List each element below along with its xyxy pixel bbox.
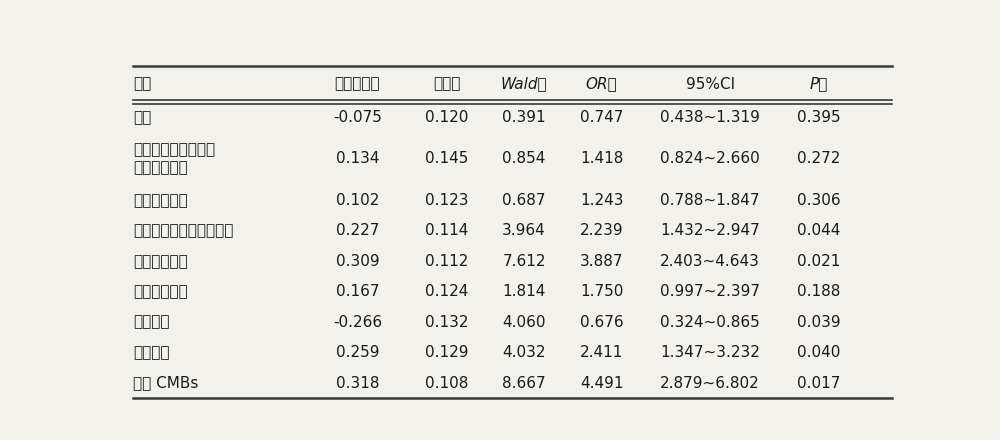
Text: 3.964: 3.964	[502, 223, 546, 238]
Text: 0.129: 0.129	[425, 345, 468, 360]
Text: 0.997~2.397: 0.997~2.397	[660, 284, 760, 299]
Text: 0.438~1.319: 0.438~1.319	[660, 110, 760, 125]
Text: 0.788~1.847: 0.788~1.847	[660, 193, 760, 208]
Text: 静脉溶栓: 静脉溶栓	[133, 315, 169, 330]
Text: 0.318: 0.318	[336, 376, 379, 391]
Text: 0.306: 0.306	[797, 193, 840, 208]
Text: 重度 CMBs: 重度 CMBs	[133, 376, 198, 391]
Text: 0.021: 0.021	[797, 254, 840, 269]
Text: 0.324~0.865: 0.324~0.865	[660, 315, 760, 330]
Text: 0.395: 0.395	[797, 110, 840, 125]
Text: 1.432~2.947: 1.432~2.947	[660, 223, 760, 238]
Text: 1.243: 1.243	[580, 193, 623, 208]
Text: 0.167: 0.167	[336, 284, 379, 299]
Text: 0.687: 0.687	[502, 193, 546, 208]
Text: 0.108: 0.108	[425, 376, 468, 391]
Text: 0.102: 0.102	[336, 193, 379, 208]
Text: 1.814: 1.814	[502, 284, 546, 299]
Text: 既往脑卒中或短暂性
脑缺血发作史: 既往脑卒中或短暂性 脑缺血发作史	[133, 143, 215, 175]
Text: 0.132: 0.132	[425, 315, 468, 330]
Text: 0.120: 0.120	[425, 110, 468, 125]
Text: 0.145: 0.145	[425, 151, 468, 166]
Text: 0.123: 0.123	[425, 193, 468, 208]
Text: 0.259: 0.259	[336, 345, 379, 360]
Text: 0.124: 0.124	[425, 284, 468, 299]
Text: 0.112: 0.112	[425, 254, 468, 269]
Text: 0.824~2.660: 0.824~2.660	[660, 151, 760, 166]
Text: 7.612: 7.612	[502, 254, 546, 269]
Text: -0.075: -0.075	[333, 110, 382, 125]
Text: 0.039: 0.039	[797, 315, 840, 330]
Text: 0.227: 0.227	[336, 223, 379, 238]
Text: 0.040: 0.040	[797, 345, 840, 360]
Text: 95%CI: 95%CI	[686, 77, 735, 92]
Text: 2.879~6.802: 2.879~6.802	[660, 376, 760, 391]
Text: 8.667: 8.667	[502, 376, 546, 391]
Text: Wald值: Wald值	[501, 77, 547, 92]
Text: 1.347~3.232: 1.347~3.232	[660, 345, 760, 360]
Text: 0.747: 0.747	[580, 110, 623, 125]
Text: 大动脉粥样硬化性脑卒中: 大动脉粥样硬化性脑卒中	[133, 223, 233, 238]
Text: 0.044: 0.044	[797, 223, 840, 238]
Text: 老年: 老年	[133, 110, 151, 125]
Text: 出血转化: 出血转化	[133, 345, 169, 360]
Text: 中重度脑卒中: 中重度脑卒中	[133, 254, 188, 269]
Text: 急性后期发病: 急性后期发病	[133, 193, 188, 208]
Text: 2.411: 2.411	[580, 345, 623, 360]
Text: OR值: OR值	[586, 77, 618, 92]
Text: 2.403~4.643: 2.403~4.643	[660, 254, 760, 269]
Text: 1.418: 1.418	[580, 151, 623, 166]
Text: 标准误: 标准误	[433, 77, 460, 92]
Text: 0.188: 0.188	[797, 284, 840, 299]
Text: 0.854: 0.854	[502, 151, 546, 166]
Text: 0.134: 0.134	[336, 151, 379, 166]
Text: 0.309: 0.309	[336, 254, 379, 269]
Text: 0.676: 0.676	[580, 315, 623, 330]
Text: 4.060: 4.060	[502, 315, 546, 330]
Text: 0.017: 0.017	[797, 376, 840, 391]
Text: 2.239: 2.239	[580, 223, 623, 238]
Text: 1.750: 1.750	[580, 284, 623, 299]
Text: 4.491: 4.491	[580, 376, 623, 391]
Text: 0.391: 0.391	[502, 110, 546, 125]
Text: -0.266: -0.266	[333, 315, 382, 330]
Text: 3.887: 3.887	[580, 254, 623, 269]
Text: 0.114: 0.114	[425, 223, 468, 238]
Text: 0.272: 0.272	[797, 151, 840, 166]
Text: P值: P值	[809, 77, 828, 92]
Text: 项目: 项目	[133, 77, 151, 92]
Text: 多发性脑卒中: 多发性脑卒中	[133, 284, 188, 299]
Text: 4.032: 4.032	[502, 345, 546, 360]
Text: 偏回归系数: 偏回归系数	[335, 77, 380, 92]
